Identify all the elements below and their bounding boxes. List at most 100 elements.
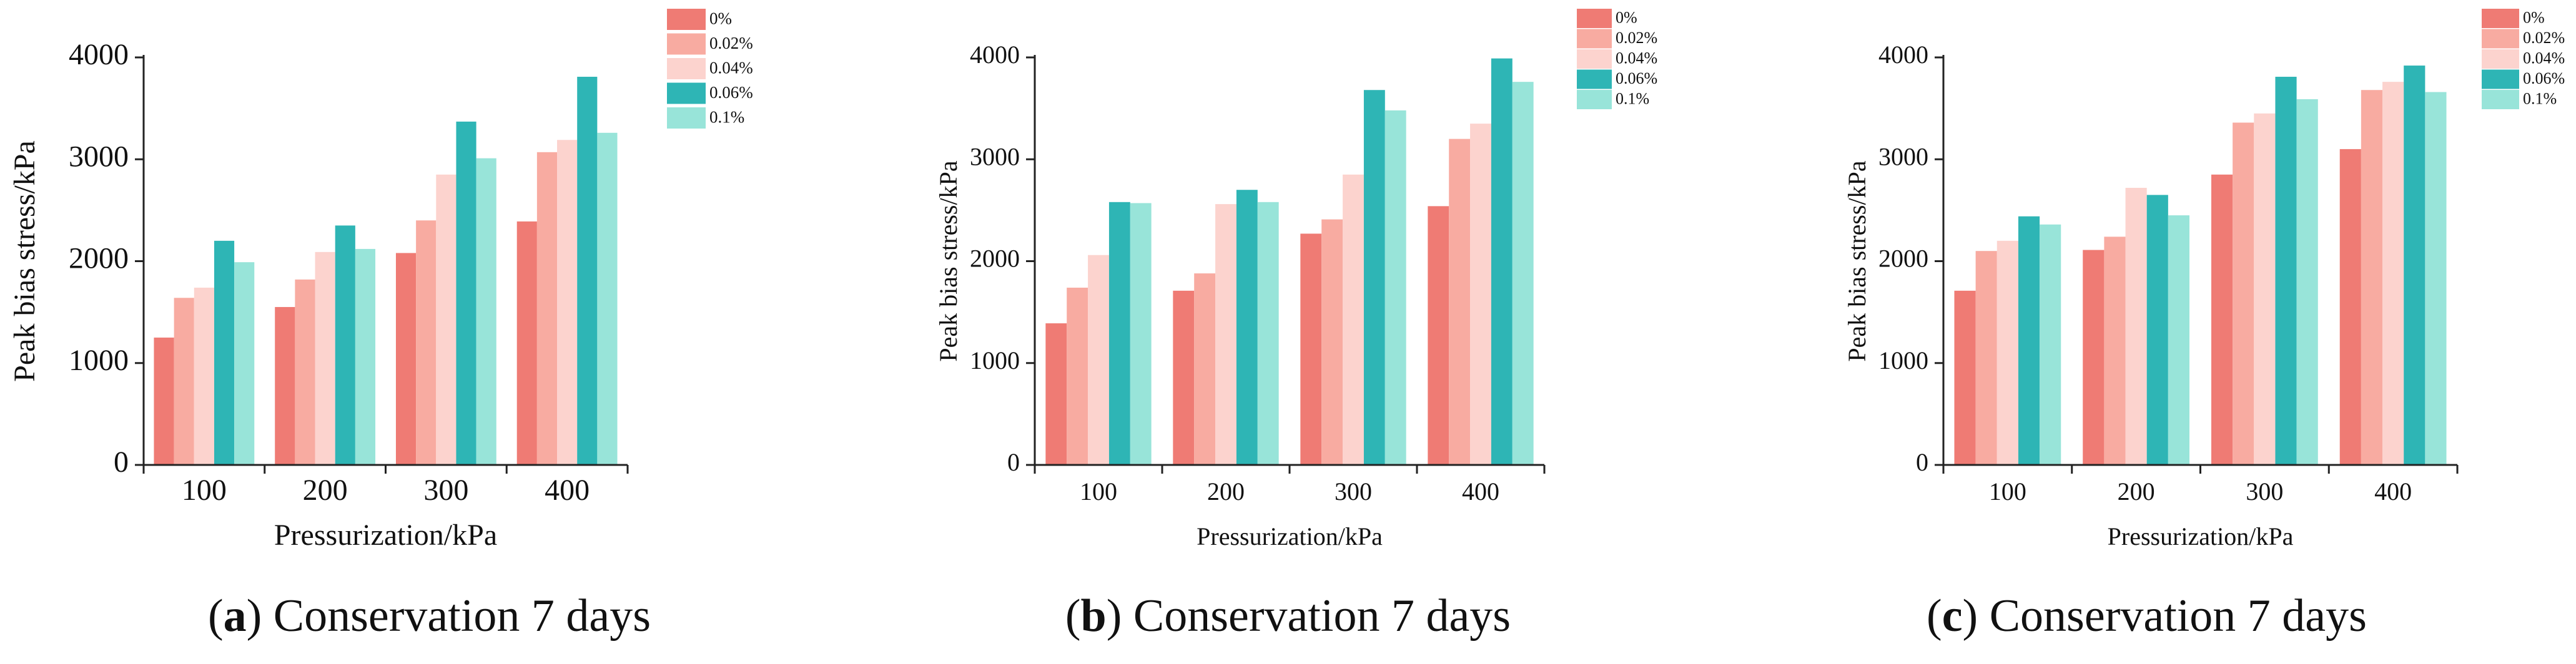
legend-label: 0% bbox=[2523, 8, 2545, 26]
bar-a-0%-100 bbox=[154, 337, 174, 465]
bar-c-0.1%-100 bbox=[2040, 224, 2061, 465]
bar-b-0%-300 bbox=[1300, 233, 1322, 465]
legend-label: 0.06% bbox=[2523, 69, 2565, 87]
bar-a-0.06%-300 bbox=[456, 121, 476, 465]
bar-a-0.04%-300 bbox=[436, 174, 456, 465]
bar-a-0.04%-100 bbox=[194, 287, 214, 465]
bar-c-0.04%-100 bbox=[1996, 240, 2018, 465]
legend-swatch bbox=[1577, 69, 1612, 89]
bar-b-0.02%-200 bbox=[1194, 273, 1216, 465]
y-tick-label: 4000 bbox=[1878, 41, 1928, 69]
y-tick-label: 1000 bbox=[1878, 346, 1928, 374]
legend-label: 0.02% bbox=[1616, 29, 1657, 47]
y-axis-label: Peak bias stress/kPa bbox=[1843, 160, 1871, 361]
panel-caption: (b) Conservation 7 days bbox=[1065, 590, 1511, 642]
legend-swatch bbox=[1577, 29, 1612, 49]
bar-b-0.02%-300 bbox=[1321, 219, 1343, 465]
legend-label: 0.1% bbox=[2523, 89, 2557, 107]
bar-a-0%-400 bbox=[516, 221, 537, 465]
legend-swatch bbox=[667, 82, 706, 104]
bar-b-0.04%-400 bbox=[1470, 124, 1491, 466]
y-tick-label: 3000 bbox=[970, 142, 1020, 170]
panel-letter: a bbox=[223, 590, 247, 642]
x-tick-label: 300 bbox=[2246, 477, 2283, 505]
bar-b-0.02%-100 bbox=[1067, 287, 1088, 465]
legend-swatch bbox=[667, 33, 706, 55]
legend-swatch bbox=[667, 9, 706, 30]
bar-a-0.1%-200 bbox=[355, 248, 376, 465]
y-tick-label: 1000 bbox=[69, 344, 129, 377]
bar-a-0.04%-400 bbox=[557, 140, 578, 466]
x-tick-label: 300 bbox=[1335, 477, 1372, 505]
bar-a-0.02%-400 bbox=[536, 152, 558, 465]
legend-swatch bbox=[1577, 90, 1612, 109]
x-tick-label: 300 bbox=[423, 474, 468, 507]
chart-svg-a: 0 1000 2000 3000 4000 100 200 300 400 Pressurizat… bbox=[8, 9, 753, 552]
bar-c-0%-400 bbox=[2339, 149, 2361, 466]
bar-c-0.04%-300 bbox=[2254, 113, 2276, 466]
bar-b-0%-400 bbox=[1428, 206, 1449, 465]
chart-svg-c: 0 1000 2000 3000 4000 100 200 300 400 Pressurizat… bbox=[1843, 8, 2565, 550]
bar-a-0%-300 bbox=[395, 253, 417, 465]
x-tick-label: 200 bbox=[1207, 477, 1245, 505]
legend-label: 0.04% bbox=[2523, 49, 2565, 67]
legend-swatch bbox=[2482, 9, 2519, 28]
bar-a-0.06%-400 bbox=[577, 77, 598, 465]
x-tick-label: 200 bbox=[2118, 477, 2155, 505]
y-tick-label: 0 bbox=[114, 446, 129, 479]
bar-a-0%-200 bbox=[275, 306, 295, 465]
panel-caption-text: Conservation 7 days bbox=[1978, 590, 2367, 642]
bar-a-0.02%-200 bbox=[295, 279, 315, 465]
chart-panel-c: 0 1000 2000 3000 4000 100 200 300 400 Pressurizat… bbox=[1717, 0, 2576, 664]
panel-caption: (c) Conservation 7 days bbox=[1927, 590, 2367, 642]
bar-c-0%-200 bbox=[2083, 250, 2105, 465]
bar-b-0.1%-300 bbox=[1384, 110, 1406, 465]
bar-c-0%-100 bbox=[1954, 290, 1976, 465]
bar-a-0.04%-200 bbox=[315, 251, 335, 465]
legend-label: 0.04% bbox=[709, 58, 753, 77]
chart-panel-b: 0 1000 2000 3000 4000 100 200 300 400 Pressurizat… bbox=[859, 0, 1717, 664]
bar-b-0.04%-300 bbox=[1343, 174, 1364, 465]
legend-label: 0.1% bbox=[709, 107, 744, 126]
y-tick-label: 0 bbox=[1916, 448, 1928, 476]
y-tick-label: 1000 bbox=[970, 346, 1020, 374]
x-tick-label: 200 bbox=[303, 474, 348, 507]
bar-b-0.06%-300 bbox=[1363, 90, 1385, 466]
bar-c-0.02%-100 bbox=[1975, 251, 1997, 465]
legend-swatch bbox=[667, 58, 706, 79]
legend-swatch bbox=[2482, 29, 2519, 49]
panel-caption-text: Conservation 7 days bbox=[262, 590, 651, 642]
y-tick-label: 2000 bbox=[1878, 245, 1928, 273]
bar-c-0.06%-100 bbox=[2018, 216, 2040, 465]
bar-c-0.02%-200 bbox=[2104, 237, 2126, 465]
x-axis-label: Pressurization/kPa bbox=[2108, 522, 2294, 550]
bar-a-0.06%-200 bbox=[335, 225, 355, 465]
x-tick-label: 400 bbox=[1462, 477, 1499, 505]
bar-c-0%-300 bbox=[2211, 174, 2233, 465]
legend-label: 0% bbox=[1616, 8, 1637, 26]
bar-b-0.06%-400 bbox=[1491, 58, 1513, 465]
bar-a-0.02%-100 bbox=[174, 298, 194, 465]
x-tick-label: 100 bbox=[182, 474, 227, 507]
bar-b-0.1%-400 bbox=[1512, 82, 1534, 465]
legend-label: 0.06% bbox=[1616, 69, 1657, 87]
x-tick-label: 400 bbox=[2374, 477, 2412, 505]
bar-b-0.06%-100 bbox=[1108, 202, 1130, 465]
chart-panel-a: 0 1000 2000 3000 4000 100 200 300 400 Pressurizat… bbox=[0, 0, 859, 664]
bar-c-0.04%-400 bbox=[2382, 82, 2404, 465]
panel-letter: c bbox=[1942, 590, 1963, 642]
bar-a-0.1%-400 bbox=[597, 132, 618, 465]
y-tick-label: 4000 bbox=[69, 38, 129, 71]
x-tick-label: 400 bbox=[545, 474, 590, 507]
x-axis-label: Pressurization/kPa bbox=[1197, 522, 1383, 550]
y-tick-label: 4000 bbox=[970, 41, 1020, 69]
bar-c-0.02%-400 bbox=[2361, 90, 2383, 466]
legend-label: 0.06% bbox=[709, 83, 753, 102]
bar-c-0.1%-300 bbox=[2296, 99, 2318, 465]
legend-label: 0% bbox=[709, 9, 732, 27]
x-tick-label: 100 bbox=[1989, 477, 2026, 505]
panel-caption: (a) Conservation 7 days bbox=[207, 590, 651, 642]
legend-label: 0.02% bbox=[709, 34, 753, 52]
bar-c-0.06%-200 bbox=[2146, 195, 2168, 465]
